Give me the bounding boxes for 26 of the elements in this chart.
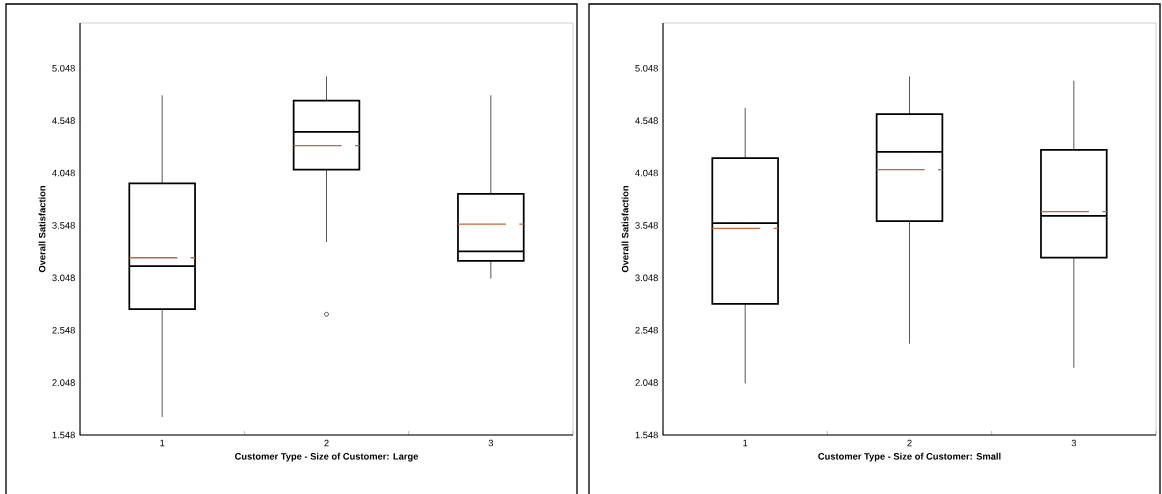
x-axis-title: Customer Type - Size of Customer: Large: [235, 452, 419, 462]
y-tick-label: 4.048: [52, 169, 75, 177]
y-tick-label: 5.048: [635, 64, 658, 72]
x-tick-label: 1: [160, 439, 165, 447]
x-tick-label: 2: [907, 439, 912, 447]
x-tick-label: 3: [1071, 439, 1077, 447]
y-axis-title: Overall Satisfaction: [621, 186, 629, 273]
y-tick-label: 4.548: [635, 117, 658, 124]
x-tick-label: 3: [488, 439, 494, 447]
x-axis-title: Customer Type - Size of Customer: Small: [818, 452, 1001, 462]
y-tick-label: 3.548: [635, 222, 658, 229]
y-tick-label: 3.048: [635, 274, 658, 282]
y-tick-label: 2.048: [52, 379, 75, 386]
y-tick-label: 4.548: [52, 117, 75, 124]
y-tick-label: 2.548: [635, 326, 658, 334]
x-tick-label: 1: [743, 439, 748, 447]
y-tick-label: 4.048: [635, 169, 658, 177]
y-tick-label: 3.548: [52, 222, 75, 229]
y-tick-label: 2.048: [635, 379, 658, 386]
x-tick-label: 2: [324, 439, 329, 447]
y-tick-label: 3.048: [52, 274, 75, 282]
y-axis-title: Overall Satisfaction: [38, 186, 46, 273]
y-tick-label: 1.548: [635, 431, 658, 439]
y-tick-label: 2.548: [52, 326, 75, 334]
y-tick-label: 5.048: [52, 64, 75, 72]
y-tick-label: 1.548: [52, 431, 75, 439]
